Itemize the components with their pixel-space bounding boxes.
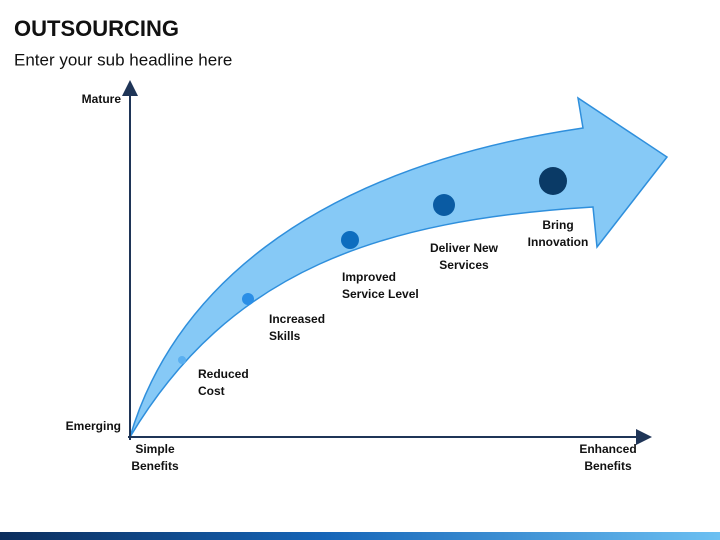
stage-dot xyxy=(178,356,186,364)
subtitle: Enter your sub headline here xyxy=(14,50,232,69)
stage-dot xyxy=(539,167,567,195)
stage-label: Increased xyxy=(269,312,325,326)
stage-dot xyxy=(341,231,359,249)
stage-label: Innovation xyxy=(528,235,589,249)
stage-label: Reduced xyxy=(198,367,249,381)
y-axis-bottom-label: Emerging xyxy=(66,419,121,433)
stage-label: Service Level xyxy=(342,287,419,301)
footer-band xyxy=(0,532,720,540)
growth-arrow xyxy=(129,96,669,438)
title: OUTSOURCING xyxy=(14,16,179,41)
stage-label: Improved xyxy=(342,270,396,284)
stage-label: Skills xyxy=(269,329,301,343)
x-axis-left-label: Benefits xyxy=(131,459,179,473)
y-axis-top-label: Mature xyxy=(82,92,122,106)
x-axis-left-label: Simple xyxy=(135,442,175,456)
stage-label: Services xyxy=(439,258,489,272)
stage-label: Deliver New xyxy=(430,241,499,255)
stage-label: Bring xyxy=(542,218,573,232)
stage-dot xyxy=(433,194,455,216)
stage-dot xyxy=(242,293,254,305)
stage-label: Cost xyxy=(198,384,225,398)
x-axis-right-label: Enhanced xyxy=(579,442,636,456)
x-axis-right-label: Benefits xyxy=(584,459,632,473)
